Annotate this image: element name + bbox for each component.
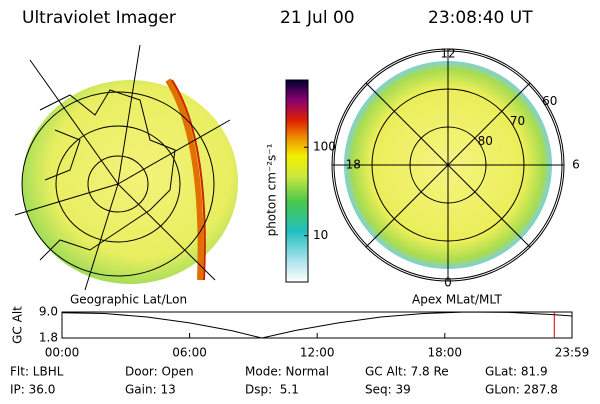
time: 23:08:40 UT	[428, 8, 533, 28]
info-item: GC Alt: 7.8 Re	[365, 365, 449, 379]
mlt-label: 12	[440, 47, 455, 61]
mlat-label: 60	[542, 94, 557, 108]
colorbar	[285, 79, 309, 283]
mlt-label: 6	[572, 158, 580, 172]
info-item: Dsp: 5.1	[245, 383, 299, 397]
info-item: Gain: 13	[125, 383, 176, 397]
info-item: IP: 36.0	[10, 383, 55, 397]
mlat-ring	[371, 88, 525, 242]
x-tick-label: 12:00	[300, 346, 335, 360]
mlat-ring	[333, 50, 563, 280]
left-map-label: Geographic Lat/Lon	[70, 293, 187, 307]
info-item: Mode: Normal	[245, 365, 329, 379]
mlat-ring	[409, 126, 487, 204]
right-map-label: Apex MLat/MLT	[412, 293, 502, 307]
mlat-label: 80	[478, 134, 493, 148]
x-tick-label: 06:00	[172, 346, 207, 360]
right-map	[331, 48, 565, 282]
x-tick-label: 00:00	[45, 346, 80, 360]
y-tick-label: 1.8	[39, 331, 58, 345]
orbit-ylabel: GC Alt	[11, 306, 25, 344]
mlt-label: 0	[444, 276, 452, 290]
x-tick-label: 23:59	[555, 346, 590, 360]
info-item: Door: Open	[125, 365, 194, 379]
left-map	[14, 44, 238, 291]
info-item: Flt: LBHL	[10, 365, 64, 379]
mlat-label: 70	[510, 114, 525, 128]
x-tick-label: 18:00	[427, 346, 462, 360]
info-panel: Flt: LBHL IP: 36.0 Door: Open Gain: 13 Mode:…	[10, 365, 558, 397]
colorbar-tick-label: 100	[313, 140, 336, 154]
colorbar-label: photon cm⁻²s⁻¹	[265, 143, 279, 236]
title: Ultraviolet Imager	[22, 8, 176, 28]
orbit-line	[61, 311, 573, 339]
mlt-label: 18	[346, 158, 361, 172]
info-item: Seq: 39	[365, 383, 411, 397]
info-item: GLon: 287.8	[485, 383, 558, 397]
info-item: GLat: 81.9	[485, 365, 548, 379]
colorbar-tick-label: 10	[313, 228, 328, 242]
date: 21 Jul 00	[280, 8, 355, 28]
y-tick-label: 9.0	[39, 305, 58, 319]
